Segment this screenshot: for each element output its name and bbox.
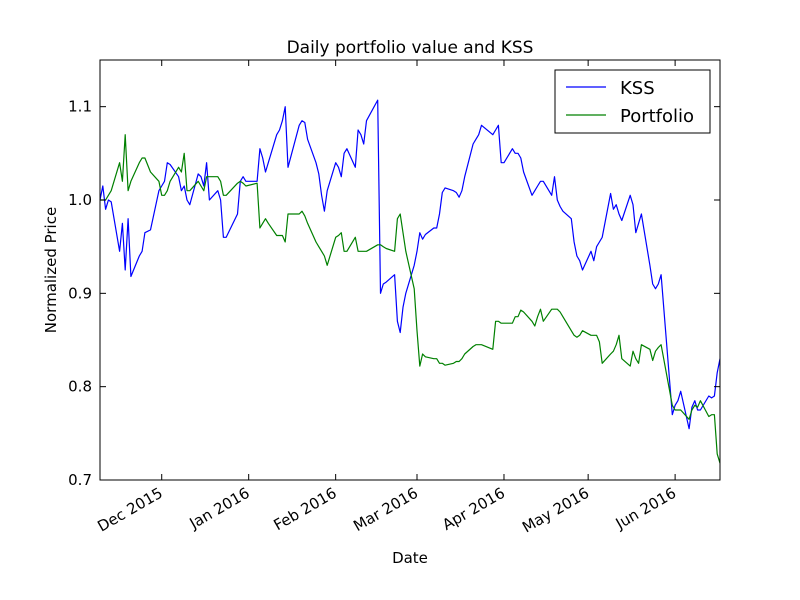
- y-axis-label: Normalized Price: [42, 207, 60, 333]
- y-axis: 0.7 0.8 0.9 1.0 1.1: [68, 98, 720, 489]
- plot-frame: [99, 59, 721, 481]
- legend: KSS Portfolio: [554, 69, 711, 134]
- series-layer: [99, 99, 721, 464]
- y-tick-label: 0.7: [68, 471, 92, 489]
- series-line-portfolio: [100, 134, 721, 464]
- chart-title: Daily portfolio value and KSS: [287, 38, 534, 58]
- y-tick-label: 0.8: [68, 378, 92, 396]
- legend-label-portfolio: Portfolio: [620, 106, 694, 127]
- y-tick-label: 1.1: [68, 98, 92, 116]
- x-axis-label: Date: [392, 549, 428, 567]
- legend-label-kss: KSS: [620, 78, 655, 99]
- y-tick-label: 1.0: [68, 191, 92, 209]
- legend-box: [554, 69, 711, 134]
- y-tick-label: 0.9: [68, 284, 92, 302]
- series-line-kss: [99, 99, 721, 430]
